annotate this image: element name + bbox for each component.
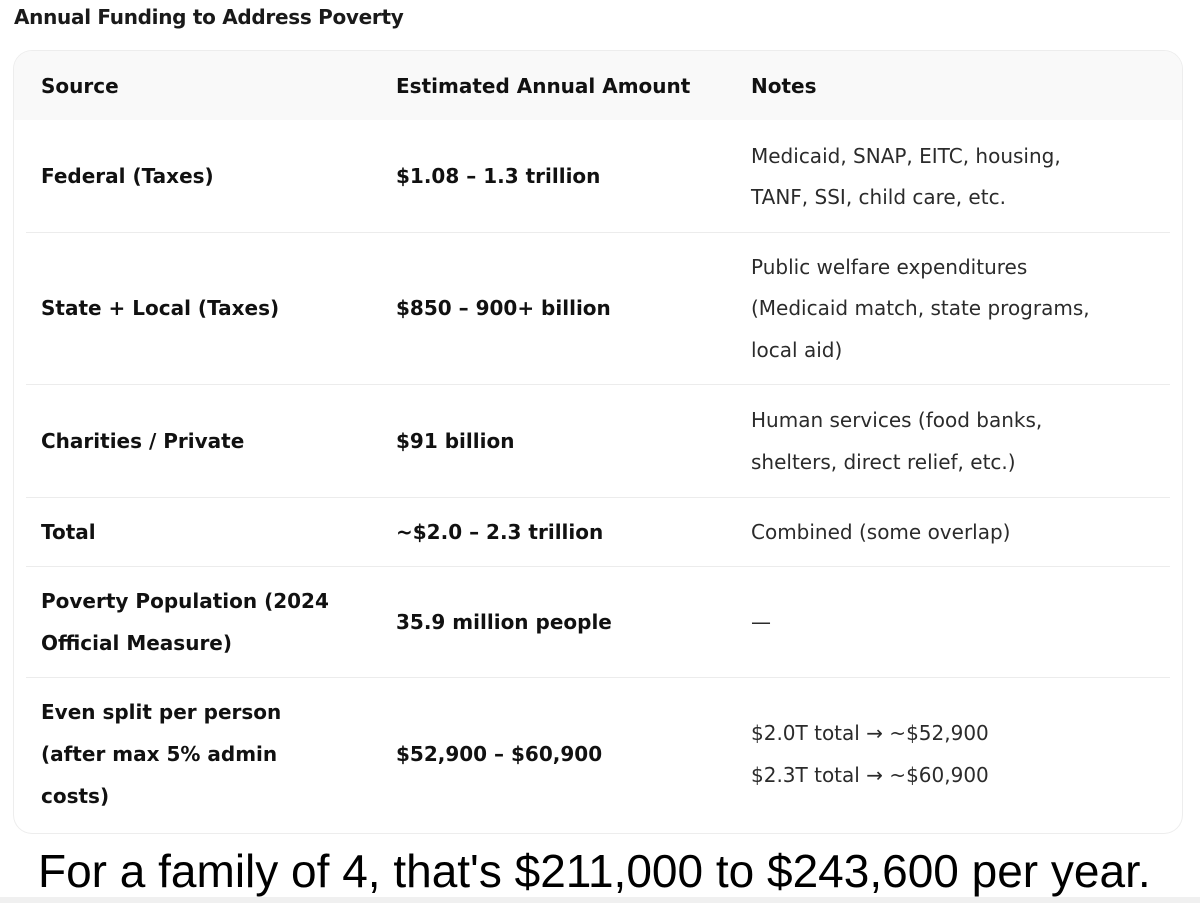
row-notes-line: Combined (some overlap) xyxy=(751,520,1011,544)
column-header-amount: Estimated Annual Amount xyxy=(396,74,691,98)
row-source: State + Local (Taxes) xyxy=(41,296,280,320)
column-header-source: Source xyxy=(41,74,119,98)
column-header-notes: Notes xyxy=(751,74,817,98)
page-title: Annual Funding to Address Poverty xyxy=(14,5,404,29)
row-notes-line: (Medicaid match, state programs, xyxy=(751,296,1090,320)
row-amount: $850 – 900+ billion xyxy=(396,296,611,320)
row-notes-line: Human services (food banks, xyxy=(751,408,1043,432)
row-notes-line: — xyxy=(751,610,771,634)
row-amount: $91 billion xyxy=(396,429,515,453)
row-amount: 35.9 million people xyxy=(396,610,612,634)
row-source: Total xyxy=(41,520,96,544)
row-amount: $52,900 – $60,900 xyxy=(396,742,603,766)
row-source: Charities / Private xyxy=(41,429,245,453)
row-divider xyxy=(26,497,1170,498)
row-source: Official Measure) xyxy=(41,631,233,655)
row-notes-line: Medicaid, SNAP, EITC, housing, xyxy=(751,144,1061,168)
funding-table: Source Estimated Annual Amount Notes Fed… xyxy=(14,51,1182,833)
row-amount: ~$2.0 – 2.3 trillion xyxy=(396,520,604,544)
row-notes-line: Public welfare expenditures xyxy=(751,255,1028,279)
row-source: Federal (Taxes) xyxy=(41,164,214,188)
table-header-row: Source Estimated Annual Amount Notes xyxy=(14,51,1182,120)
bottom-edge xyxy=(0,897,1200,903)
row-amount: $1.08 – 1.3 trillion xyxy=(396,164,601,188)
row-source: Poverty Population (2024 xyxy=(41,589,329,613)
row-source: (after max 5% admin xyxy=(41,742,278,766)
row-notes-line: $2.3T total → ~$60,900 xyxy=(751,763,989,787)
row-notes-line: local aid) xyxy=(751,338,843,362)
row-divider xyxy=(26,566,1170,567)
row-notes-line: TANF, SSI, child care, etc. xyxy=(751,185,1006,209)
row-notes-line: $2.0T total → ~$52,900 xyxy=(751,721,989,745)
row-source: costs) xyxy=(41,784,110,808)
footer-caption: For a family of 4, that's $211,000 to $2… xyxy=(38,845,1151,897)
row-divider xyxy=(26,677,1170,678)
row-notes-line: shelters, direct relief, etc.) xyxy=(751,450,1016,474)
row-divider xyxy=(26,384,1170,385)
row-source: Even split per person xyxy=(41,700,282,724)
row-divider xyxy=(26,232,1170,233)
